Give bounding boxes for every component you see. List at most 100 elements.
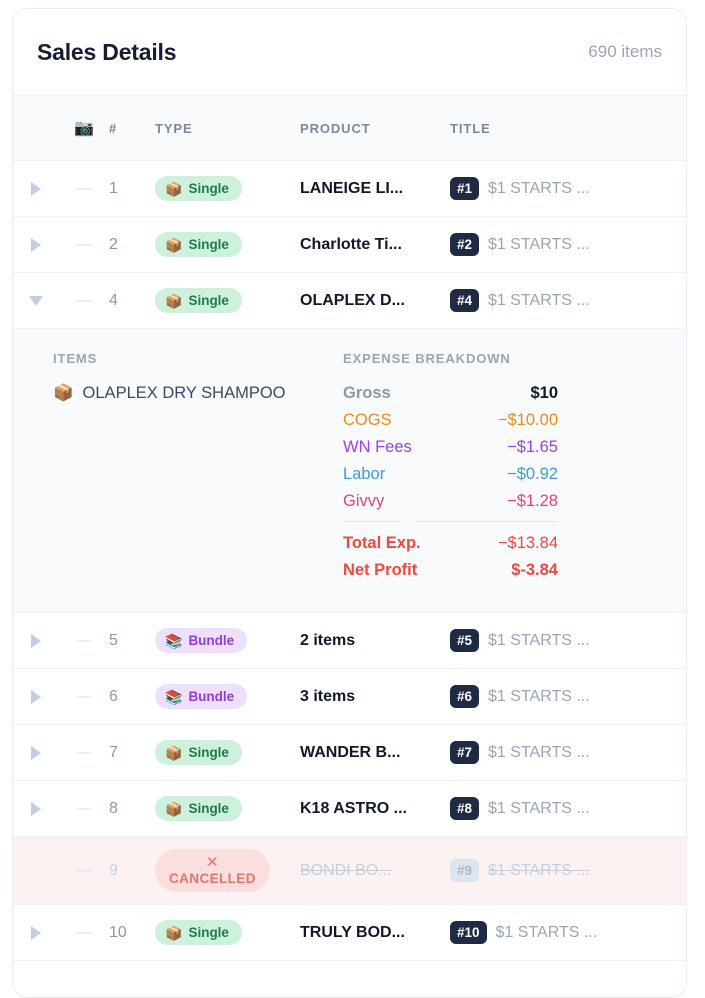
row-product-cell: BONDI BO...: [300, 862, 450, 880]
type-chip-single[interactable]: 📦 Single: [155, 796, 242, 821]
row-title-cell: #8 $1 STARTS ...: [450, 797, 686, 820]
product-name: 2 items: [300, 631, 356, 649]
card-header: Sales Details 690 items: [13, 9, 686, 95]
expense-value: $10: [530, 384, 558, 402]
column-header-product[interactable]: PRODUCT: [300, 120, 371, 136]
expense-label: COGS: [343, 411, 392, 429]
row-number-cell: 7: [109, 744, 155, 762]
type-chip-single[interactable]: 📦 Single: [155, 288, 242, 313]
row-product-cell: LANEIGE LI...: [300, 180, 450, 198]
type-chip-single[interactable]: 📦 Single: [155, 176, 242, 201]
row-type-cell: 📚 Bundle: [155, 684, 300, 709]
table-row[interactable]: — 5 📚 Bundle 2 items #5 $1 STARTS ...: [13, 613, 686, 669]
type-chip-label: Single: [188, 801, 229, 816]
row-number-cell: 10: [109, 924, 155, 942]
table-row[interactable]: — 2 📦 Single Charlotte Ti... #2 $1 STARTS ...: [13, 217, 686, 273]
expense-label: Labor: [343, 465, 386, 483]
type-chip-bundle[interactable]: 📚 Bundle: [155, 684, 248, 709]
expand-row-icon[interactable]: [31, 925, 41, 940]
row-toggle-cell[interactable]: [13, 181, 59, 196]
row-thumbnail-placeholder: —: [76, 291, 92, 309]
table-row[interactable]: — 1 📦 Single LANEIGE LI... #1 $1 STARTS ...: [13, 161, 686, 217]
item-count-label: 690 items: [588, 42, 662, 61]
row-toggle-cell[interactable]: [13, 237, 59, 252]
product-name: OLAPLEX D...: [300, 291, 405, 309]
column-header-title[interactable]: TITLE: [450, 120, 491, 136]
expense-total-row: Total Exp. −$13.84: [343, 534, 558, 553]
title-text: $1 STARTS ...: [488, 631, 590, 649]
expand-row-icon[interactable]: [31, 633, 41, 648]
table-row[interactable]: — 10 📦 Single TRULY BOD... #10 $1 STARTS ...: [13, 905, 686, 961]
product-name: K18 ASTRO ...: [300, 799, 407, 817]
expense-divider: [343, 521, 558, 522]
expense-row: Gross $10: [343, 384, 558, 403]
row-type-cell: 📦 Single: [155, 920, 300, 945]
row-thumbnail-placeholder: —: [76, 799, 92, 817]
expense-heading: EXPENSE BREAKDOWN: [343, 351, 511, 366]
product-name: BONDI BO...: [300, 861, 392, 879]
expand-row-icon[interactable]: [31, 237, 41, 252]
title-rank-badge: #8: [450, 797, 480, 820]
expense-label: Gross: [343, 384, 391, 402]
expand-row-icon[interactable]: [31, 745, 41, 760]
title-rank-badge: #5: [450, 629, 480, 652]
row-number: 7: [109, 743, 118, 761]
expand-row-icon[interactable]: [31, 689, 41, 704]
table-row[interactable]: — 9 ✕ CANCELLED BONDI BO... #9 $1 STARTS ...: [13, 837, 686, 905]
column-header-number[interactable]: #: [109, 120, 118, 136]
table-row[interactable]: — 8 📦 Single K18 ASTRO ... #8 $1 STARTS ...: [13, 781, 686, 837]
type-chip-single[interactable]: 📦 Single: [155, 920, 242, 945]
expense-row: WN Fees −$1.65: [343, 438, 558, 457]
expand-row-icon[interactable]: [31, 801, 41, 816]
expanded-detail-panel: ITEMS 📦 OLAPLEX DRY SHAMPOO EXPENSE BREAKDO…: [13, 329, 686, 613]
row-number-cell: 2: [109, 236, 155, 254]
row-number: 5: [109, 631, 118, 649]
row-toggle-cell[interactable]: [13, 633, 59, 648]
row-type-cell: ✕ CANCELLED: [155, 849, 300, 892]
row-toggle-cell[interactable]: [13, 295, 59, 306]
type-chip-label: Single: [188, 237, 229, 252]
expense-value: −$1.65: [507, 438, 558, 456]
product-name: Charlotte Ti...: [300, 235, 402, 253]
title-rank-badge: #9: [450, 859, 480, 882]
title-text: $1 STARTS ...: [495, 923, 598, 941]
expense-row: Givvy −$1.28: [343, 492, 558, 511]
row-type-cell: 📦 Single: [155, 740, 300, 765]
expense-label: Givvy: [343, 492, 385, 510]
expense-value: −$1.28: [507, 492, 558, 510]
title-text: $1 STARTS ...: [488, 235, 590, 253]
table-row[interactable]: — 4 📦 Single OLAPLEX D... #4 $1 STARTS ...: [13, 273, 686, 329]
type-chip-single[interactable]: 📦 Single: [155, 232, 242, 257]
column-header-type[interactable]: TYPE: [155, 120, 193, 136]
row-thumbnail-placeholder: —: [76, 923, 92, 941]
title-rank-badge: #6: [450, 685, 480, 708]
row-type-cell: 📦 Single: [155, 176, 300, 201]
collapse-row-icon[interactable]: [29, 295, 43, 306]
row-thumbnail-placeholder: —: [76, 743, 92, 761]
product-name: WANDER B...: [300, 743, 401, 761]
package-icon: 📦: [165, 924, 183, 941]
type-chip-single[interactable]: 📦 Single: [155, 740, 242, 765]
table-row[interactable]: — 6 📚 Bundle 3 items #6 $1 STARTS ...: [13, 669, 686, 725]
row-number-cell: 4: [109, 292, 155, 310]
type-chip-bundle[interactable]: 📚 Bundle: [155, 628, 248, 653]
table-header-row: 📷 # TYPE PRODUCT TITLE: [13, 95, 686, 161]
row-toggle-cell[interactable]: [13, 745, 59, 760]
title-rank-badge: #10: [450, 921, 487, 944]
status-badge-label: CANCELLED: [169, 871, 256, 886]
row-toggle-cell[interactable]: [13, 689, 59, 704]
table-row[interactable]: — 7 📦 Single WANDER B... #7 $1 STARTS ...: [13, 725, 686, 781]
page-title: Sales Details: [37, 38, 177, 65]
package-icon: 📦: [165, 744, 183, 761]
expand-row-icon[interactable]: [31, 181, 41, 196]
row-toggle-cell[interactable]: [13, 925, 59, 940]
title-text: $1 STARTS ...: [488, 799, 590, 817]
package-icon: 📦: [165, 180, 183, 197]
camera-icon: 📷: [74, 120, 94, 137]
row-product-cell: Charlotte Ti...: [300, 236, 450, 254]
row-number: 9: [109, 861, 118, 879]
status-badge-cancelled[interactable]: ✕ CANCELLED: [155, 849, 270, 892]
row-toggle-cell[interactable]: [13, 801, 59, 816]
books-icon: 📚: [165, 632, 183, 649]
type-chip-label: Single: [188, 925, 229, 940]
